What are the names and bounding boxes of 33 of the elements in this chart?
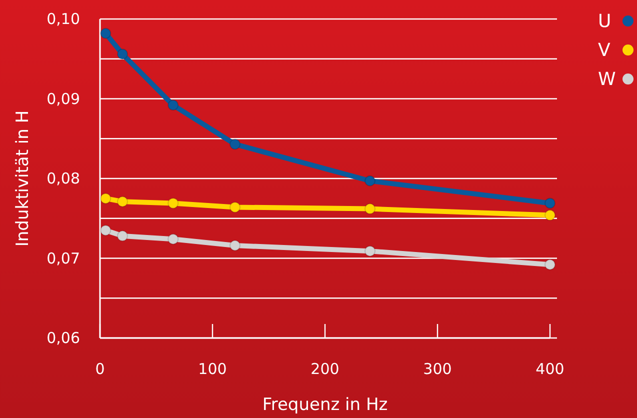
y-tick-label: 0,07: [46, 249, 80, 268]
legend-label: W: [598, 69, 616, 90]
y-axis-title: Induktivität in H: [13, 110, 33, 247]
point: [100, 28, 112, 39]
legend-label: V: [598, 40, 611, 61]
point: [117, 230, 128, 242]
x-tick-label: 0: [95, 360, 105, 378]
y-tick-label: 0,09: [46, 90, 80, 108]
point: [168, 100, 179, 111]
point: [364, 246, 376, 257]
x-tick-label: 300: [423, 360, 452, 378]
point: [364, 175, 376, 186]
point: [230, 240, 240, 251]
point: [117, 48, 128, 60]
y-tick-label: 0,08: [46, 170, 80, 188]
point: [168, 198, 179, 209]
x-tick-label: 200: [310, 360, 340, 378]
y-tick-label: 0,10: [46, 10, 80, 28]
point: [168, 234, 179, 245]
y-tick-label: 0,06: [46, 329, 80, 347]
point: [117, 196, 128, 208]
point: [100, 224, 112, 236]
point: [544, 210, 556, 221]
x-tick-label: 100: [198, 360, 227, 378]
legend-label: U: [598, 11, 612, 32]
point: [230, 202, 240, 213]
point: [364, 203, 376, 214]
point: [544, 198, 556, 209]
point: [100, 192, 112, 204]
x-tick-label: 400: [536, 360, 564, 378]
point: [230, 138, 240, 150]
x-axis-title: Frequenz in Hz: [262, 395, 388, 415]
point: [544, 259, 556, 270]
